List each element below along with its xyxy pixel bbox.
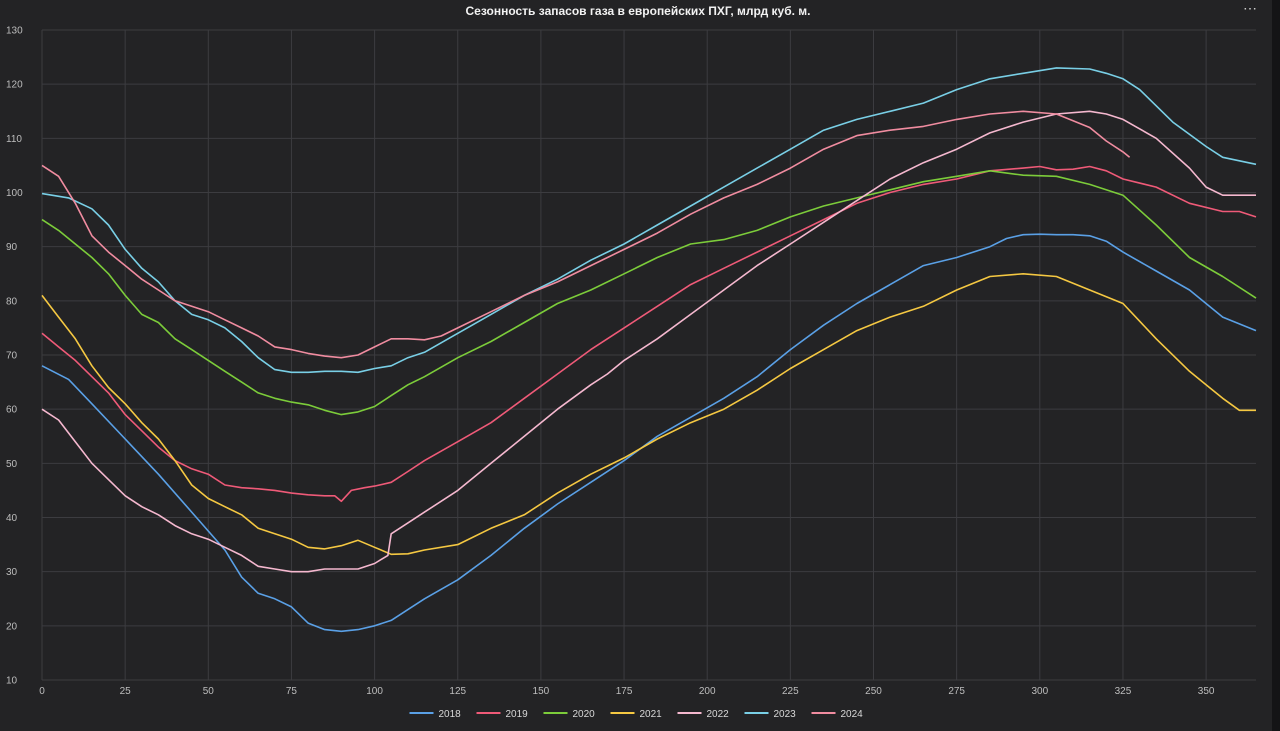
x-tick-label: 225 [782,686,799,697]
y-tick-label: 30 [6,567,18,578]
y-tick-label: 100 [6,188,23,199]
x-tick-label: 175 [616,686,633,697]
x-tick-label: 50 [203,686,215,697]
x-tick-label: 25 [120,686,132,697]
y-tick-label: 10 [6,676,18,687]
y-tick-label: 80 [6,296,18,307]
x-tick-label: 300 [1031,686,1048,697]
chart-title: Сезонность запасов газа в европейских ПХ… [465,4,811,18]
y-tick-label: 40 [6,513,18,524]
x-tick-label: 125 [449,686,466,697]
legend-label-2019: 2019 [506,709,529,720]
x-tick-label: 100 [366,686,383,697]
more-menu-icon[interactable]: ⋯ [1243,0,1258,16]
x-tick-label: 75 [286,686,298,697]
x-tick-label: 350 [1198,686,1215,697]
series-line-2019 [41,165,1257,503]
y-tick-label: 120 [6,80,23,91]
legend-label-2023: 2023 [774,709,797,720]
x-tick-label: 0 [39,686,45,697]
series-line-2021 [41,273,1256,556]
window-edge [1272,0,1280,731]
y-tick-label: 130 [6,26,23,37]
x-tick-label: 275 [948,686,965,697]
y-tick-label: 50 [6,459,18,470]
series-line-2023 [41,67,1257,374]
y-tick-label: 110 [6,134,22,145]
y-tick-label: 90 [6,242,18,253]
series-line-2022 [41,110,1256,573]
x-tick-label: 150 [533,686,550,697]
y-tick-label: 20 [6,621,18,632]
legend-label-2021: 2021 [640,709,663,720]
series-line-2020 [41,170,1257,416]
legend-label-2022: 2022 [707,709,730,720]
legend-label-2020: 2020 [573,709,596,720]
x-tick-label: 325 [1115,686,1132,697]
legend-label-2018: 2018 [439,709,462,720]
y-tick-label: 70 [6,351,18,362]
x-tick-label: 200 [699,686,716,697]
y-tick-label: 60 [6,405,18,416]
series-line-2024 [41,110,1131,359]
x-tick-label: 250 [865,686,882,697]
legend-label-2024: 2024 [841,709,864,720]
series-line-2018 [41,233,1257,633]
